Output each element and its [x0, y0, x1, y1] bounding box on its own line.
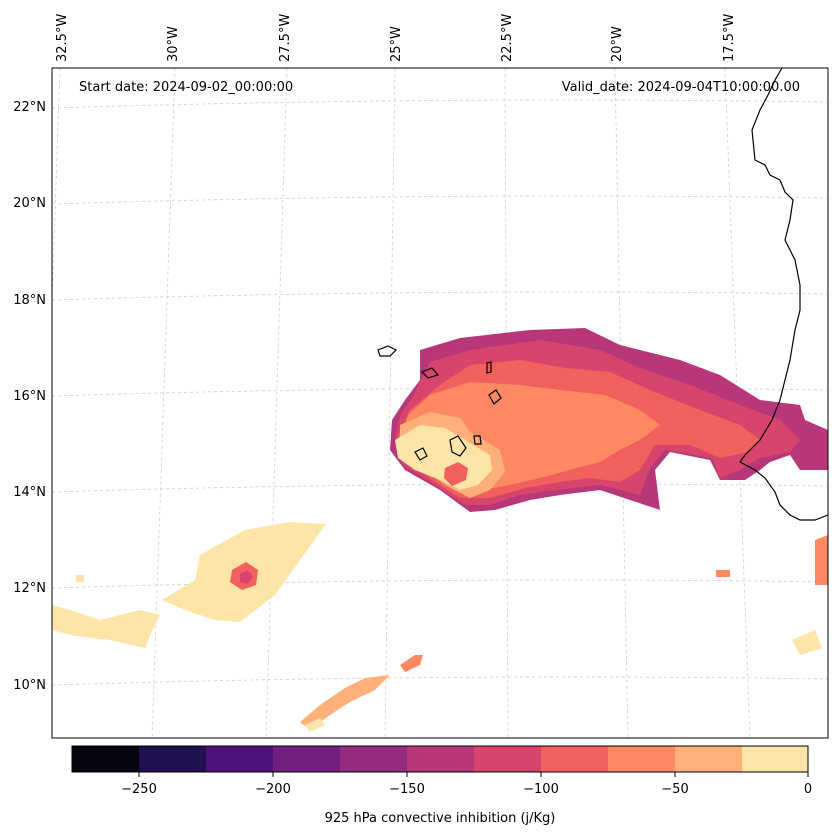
colorbar-swatch-3	[206, 746, 273, 772]
colorbar-tick-label-minus200: −200	[255, 782, 291, 797]
island-cluster-5	[449, 435, 467, 457]
island-cluster-6	[473, 435, 482, 445]
lon-label-17-5w: 17.5°W	[722, 14, 737, 62]
lat-labels: 22°N 20°N 18°N 16°N 14°N 12°N 10°N	[13, 100, 46, 693]
gridline-lat-16n	[51, 387, 829, 397]
colorbar-frame	[71, 745, 809, 773]
lon-label-30w: 30°W	[166, 26, 181, 62]
colorbar-swatch-1	[72, 746, 139, 772]
colorbar-swatch-5	[340, 746, 407, 772]
gridline-lat-22n	[51, 99, 829, 109]
gridline-lon-20w	[614, 67, 629, 739]
coastlines	[377, 67, 829, 521]
graticule	[51, 67, 829, 739]
start-date-label: Start date: 2024-09-02_00:00:00	[79, 80, 293, 95]
colorbar: −250 −200 −150 −100 −50 0 925 hPa convec…	[71, 745, 812, 826]
contour-coast-small	[716, 570, 730, 577]
lat-label-16n: 16°N	[13, 389, 46, 404]
contour-south-streak	[300, 675, 390, 730]
island-cluster-7	[414, 447, 428, 461]
island-cluster-1	[377, 345, 398, 357]
colorbar-swatch-10	[675, 746, 742, 772]
colorbar-tick-label-minus100: −100	[523, 782, 559, 797]
island-cluster-4	[488, 389, 502, 405]
lon-label-27-5w: 27.5°W	[278, 14, 293, 62]
colorbar-swatch-6	[407, 746, 474, 772]
lat-label-18n: 18°N	[13, 293, 46, 308]
lon-labels: 32.5°W 30°W 27.5°W 25°W 22.5°W 20°W 17.5…	[55, 14, 737, 62]
gridline-lat-10n	[51, 676, 829, 686]
gridline-lon-25w	[384, 67, 396, 739]
colorbar-swatch-9	[608, 746, 675, 772]
gridline-lon-30w	[151, 67, 176, 739]
lat-label-12n: 12°N	[13, 581, 46, 596]
gridline-lon-32-5w	[51, 67, 61, 301]
colorbar-tick-label-minus50: −50	[661, 782, 688, 797]
contour-south-streak-3	[305, 718, 325, 732]
gridline-lat-20n	[51, 195, 829, 205]
contour-coast-small-2	[792, 630, 822, 655]
gridline-lon-27-5w	[265, 67, 288, 739]
colorbar-swatch-11	[742, 746, 808, 772]
gridline-lat-12n	[51, 579, 829, 589]
colorbar-swatches	[72, 746, 808, 772]
lon-label-32-5w: 32.5°W	[55, 14, 70, 62]
colorbar-swatch-4	[273, 746, 340, 772]
contour-west-patch	[52, 605, 160, 648]
lat-label-14n: 14°N	[13, 485, 46, 500]
island-cluster-3	[486, 361, 492, 374]
cin-contours	[52, 328, 828, 732]
contour-south-streak-2	[400, 655, 423, 672]
lon-label-25w: 25°W	[389, 26, 404, 62]
lon-label-20w: 20°W	[610, 26, 625, 62]
colorbar-tick-label-minus250: −250	[121, 782, 157, 797]
lat-label-22n: 22°N	[13, 100, 46, 115]
colorbar-swatch-7	[474, 746, 541, 772]
contour-coast-patch	[815, 535, 828, 585]
colorbar-swatch-8	[541, 746, 608, 772]
africa-coastline	[739, 67, 829, 521]
lat-label-20n: 20°N	[13, 196, 46, 211]
contour-core	[444, 462, 468, 486]
lat-label-10n: 10°N	[13, 678, 46, 693]
lon-label-22-5w: 22.5°W	[500, 14, 515, 62]
gridline-lon-22-5w	[504, 67, 509, 739]
map-frame	[51, 67, 829, 739]
colorbar-swatch-2	[139, 746, 206, 772]
gridline-lat-14n	[51, 483, 829, 493]
contour-sw-core	[240, 570, 253, 584]
contour-west-dot	[76, 575, 84, 582]
colorbar-title: 925 hPa convective inhibition (j/Kg)	[325, 811, 556, 826]
gridline-lat-18n	[51, 291, 829, 301]
valid-date-label: Valid_date: 2024-09-04T10:00:00.00	[562, 80, 800, 95]
island-cluster-2	[420, 367, 440, 379]
gridline-lon-17-5w	[724, 67, 751, 739]
contour-band-6	[395, 425, 492, 490]
colorbar-ticks	[138, 772, 809, 777]
colorbar-tick-label-0: 0	[804, 782, 812, 797]
colorbar-tick-label-minus150: −150	[389, 782, 425, 797]
